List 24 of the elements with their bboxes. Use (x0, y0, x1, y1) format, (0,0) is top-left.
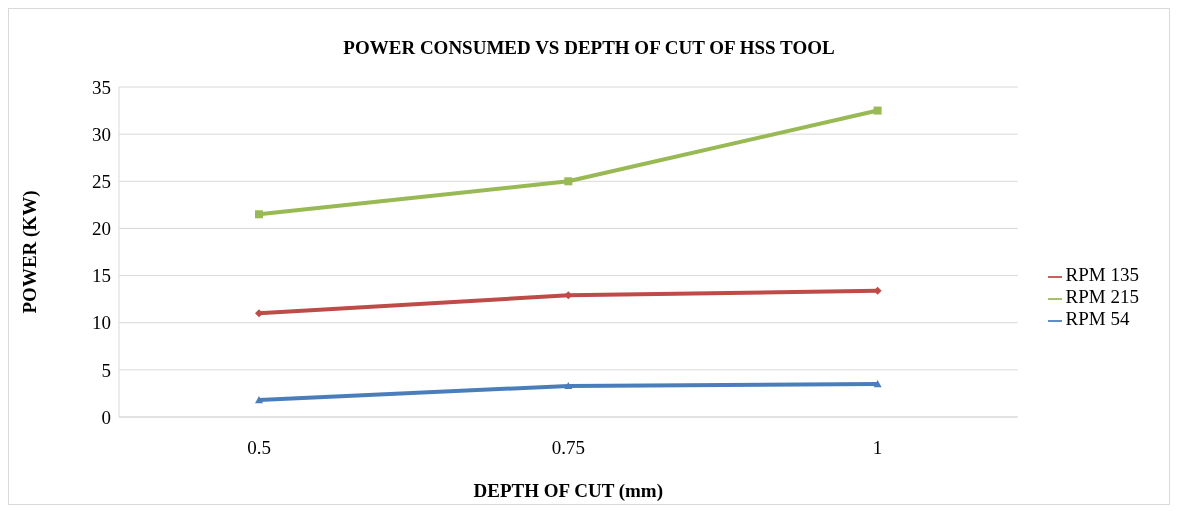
y-tick-label: 5 (101, 359, 111, 381)
point (873, 106, 882, 115)
x-tick-label: 1 (872, 437, 883, 459)
y-tick-label: 35 (92, 76, 111, 98)
chart-title: POWER CONSUMED VS DEPTH OF CUT OF HSS TOOL (342, 37, 836, 60)
y-tick-label: 15 (92, 265, 111, 287)
point (564, 381, 573, 390)
y-tick-label: 30 (92, 123, 111, 145)
legend-label: RPM 215 (1065, 286, 1139, 307)
point (564, 177, 573, 186)
y-tick-label: 25 (92, 171, 111, 193)
legend-label: RPM 54 (1065, 308, 1130, 329)
x-tick-label: 0.75 (551, 437, 585, 459)
x-tick-label: 0.5 (247, 437, 271, 459)
legend-label: RPM 135 (1065, 264, 1139, 285)
point (873, 380, 882, 388)
y-tick-label: 0 (101, 406, 111, 428)
point (255, 210, 263, 219)
point (255, 396, 263, 404)
y-tick-label: 20 (92, 218, 111, 240)
x-axis-title: DEPTH OF CUT (mm) (473, 480, 664, 502)
y-axis-title: POWER (KW) (18, 190, 41, 314)
y-tick-label: 10 (92, 312, 111, 334)
point (255, 309, 263, 318)
